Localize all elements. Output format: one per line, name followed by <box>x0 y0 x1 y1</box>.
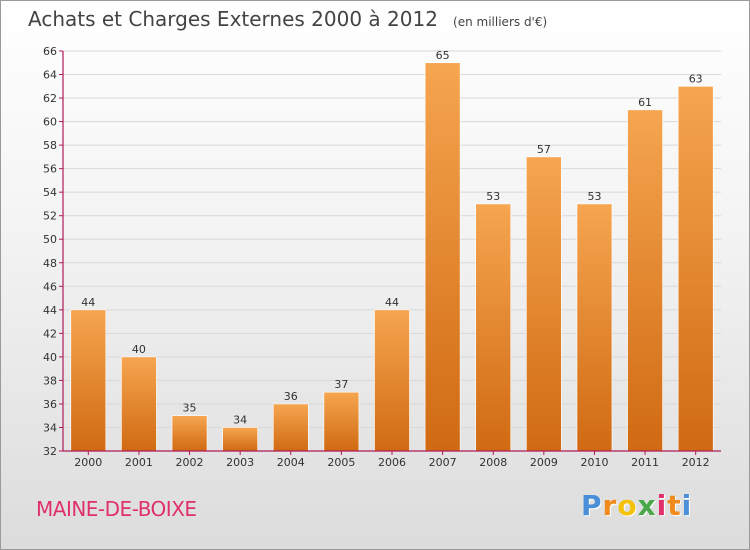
bar <box>374 309 410 452</box>
x-tick-label: 2004 <box>277 456 305 469</box>
y-tick-label: 42 <box>43 327 57 340</box>
bar <box>121 356 157 452</box>
data-label: 65 <box>436 49 450 62</box>
x-tick-label: 2012 <box>682 456 710 469</box>
bar <box>526 156 562 452</box>
data-label: 57 <box>537 143 551 156</box>
data-label: 44 <box>385 296 399 309</box>
x-tick-label: 2000 <box>74 456 102 469</box>
chart-title-block: Achats et Charges Externes 2000 à 2012 (… <box>28 7 547 31</box>
y-tick-label: 32 <box>43 445 57 458</box>
x-tick-label: 2009 <box>530 456 558 469</box>
bar <box>222 427 258 452</box>
x-tick-label: 2003 <box>226 456 254 469</box>
commune-name: MAINE-DE-BOIXE <box>36 497 197 521</box>
y-tick-label: 40 <box>43 351 57 364</box>
bar <box>424 62 461 452</box>
x-tick-label: 2002 <box>176 456 204 469</box>
x-tick-label: 2001 <box>125 456 153 469</box>
y-tick-label: 56 <box>43 163 57 176</box>
x-tick-label: 2006 <box>378 456 406 469</box>
y-tick-label: 44 <box>43 304 57 317</box>
bar <box>272 403 309 452</box>
y-tick-label: 48 <box>43 257 57 270</box>
y-tick-label: 50 <box>43 233 57 246</box>
logo-letter: P <box>581 489 603 522</box>
data-label: 34 <box>233 413 247 426</box>
y-tick-label: 34 <box>43 421 57 434</box>
data-label: 44 <box>81 296 95 309</box>
x-tick-label: 2008 <box>479 456 507 469</box>
labels: 32 34 36 38 40 42 44 46 48 50 52 54 56 58 60 62 64 66 44 20… <box>43 45 710 469</box>
y-tick-label: 52 <box>43 210 57 223</box>
logo-letter: t <box>667 489 682 522</box>
logo-letter: i <box>656 489 668 522</box>
bar <box>576 203 613 452</box>
logo-letter: r <box>602 489 618 522</box>
data-label: 37 <box>334 378 348 391</box>
bar <box>475 203 512 452</box>
logo-letter: x <box>637 489 657 522</box>
y-tick-label: 46 <box>43 280 57 293</box>
y-tick-label: 38 <box>43 374 57 387</box>
y-tick-label: 54 <box>43 186 57 199</box>
logo-letter: i <box>681 489 693 522</box>
chart-title: Achats et Charges Externes 2000 à 2012 <box>28 7 438 31</box>
y-tick-label: 66 <box>43 45 57 58</box>
data-label: 35 <box>183 402 197 415</box>
data-label: 53 <box>486 190 500 203</box>
bar <box>677 85 714 452</box>
x-tick-label: 2007 <box>429 456 457 469</box>
bar <box>323 391 360 452</box>
bar <box>627 109 663 452</box>
data-label: 40 <box>132 343 146 356</box>
bar <box>171 415 208 452</box>
bar <box>70 309 107 452</box>
y-tick-label: 64 <box>43 69 57 82</box>
y-tick-label: 36 <box>43 398 57 411</box>
x-tick-label: 2011 <box>631 456 659 469</box>
y-tick-label: 58 <box>43 139 57 152</box>
bars <box>70 62 714 452</box>
y-tick-label: 60 <box>43 116 57 129</box>
data-label: 61 <box>638 96 652 109</box>
axes <box>59 50 721 455</box>
data-label: 63 <box>689 72 703 85</box>
data-label: 53 <box>587 190 601 203</box>
logo-letter: o <box>617 489 638 522</box>
y-tick-label: 62 <box>43 92 57 105</box>
data-label: 36 <box>284 390 298 403</box>
x-tick-label: 2010 <box>580 456 608 469</box>
chart-unit: (en milliers d'€) <box>453 15 548 29</box>
x-tick-label: 2005 <box>327 456 355 469</box>
proxiti-logo: Proxiti <box>581 489 692 522</box>
